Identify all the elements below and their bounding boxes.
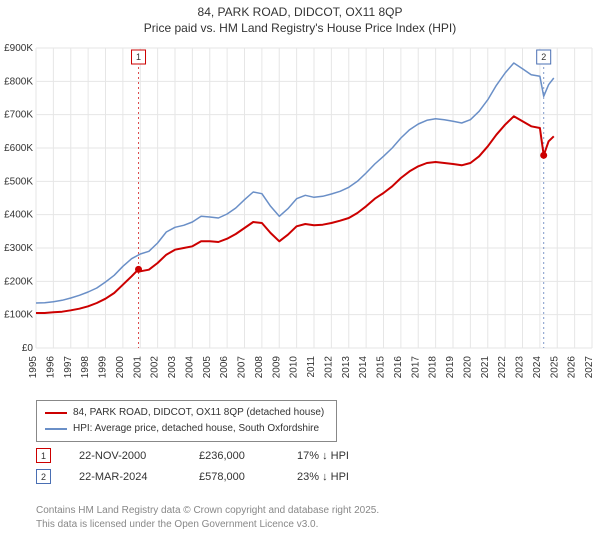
transaction-diff: 17% ↓ HPI [297,450,377,462]
svg-text:2011: 2011 [306,356,317,378]
svg-text:2005: 2005 [202,356,213,379]
svg-text:1995: 1995 [28,356,39,379]
svg-text:2021: 2021 [480,356,491,379]
svg-text:1: 1 [136,52,141,62]
svg-text:2003: 2003 [167,356,178,379]
legend-row: HPI: Average price, detached house, Sout… [45,421,324,437]
title-subtitle: Price paid vs. HM Land Registry's House … [0,20,600,36]
legend-swatch [45,428,67,430]
svg-text:2009: 2009 [271,356,282,379]
svg-text:1998: 1998 [80,356,91,379]
svg-text:2002: 2002 [150,356,161,379]
svg-text:2016: 2016 [393,356,404,379]
svg-text:2019: 2019 [445,356,456,379]
svg-text:2023: 2023 [515,356,526,379]
svg-text:2015: 2015 [376,356,387,379]
svg-text:2: 2 [541,52,546,62]
svg-text:2007: 2007 [237,356,248,379]
legend-box: 84, PARK ROAD, DIDCOT, OX11 8QP (detache… [36,400,337,442]
svg-text:2006: 2006 [219,356,230,379]
svg-text:2020: 2020 [462,356,473,379]
line-chart-svg: £0 £100K £200K £300K £400K £500K £600K £700K £80… [0,40,600,400]
footer-attribution: Contains HM Land Registry data © Crown c… [36,504,379,531]
footer-line: Contains HM Land Registry data © Crown c… [36,504,379,518]
svg-text:£900K: £900K [4,43,33,54]
transaction-marker-num: 1 [41,451,46,461]
svg-text:£200K: £200K [4,277,33,288]
title-block: 84, PARK ROAD, DIDCOT, OX11 8QP Price pa… [0,0,600,36]
transactions-block: 1 22-NOV-2000 £236,000 17% ↓ HPI 2 22-MA… [36,448,377,490]
chart-area: £0 £100K £200K £300K £400K £500K £600K £700K £80… [0,40,600,403]
svg-text:2008: 2008 [254,356,265,379]
svg-text:£600K: £600K [4,143,33,154]
title-address: 84, PARK ROAD, DIDCOT, OX11 8QP [0,4,600,20]
transaction-date: 22-NOV-2000 [79,450,171,462]
transaction-row: 2 22-MAR-2024 £578,000 23% ↓ HPI [36,469,377,484]
svg-text:2004: 2004 [184,356,195,379]
svg-text:£800K: £800K [4,77,33,88]
svg-text:1996: 1996 [45,356,56,379]
legend-label: 84, PARK ROAD, DIDCOT, OX11 8QP (detache… [73,405,324,421]
svg-text:2022: 2022 [497,356,508,379]
legend-row: 84, PARK ROAD, DIDCOT, OX11 8QP (detache… [45,405,324,421]
svg-text:2014: 2014 [358,356,369,379]
transaction-price: £236,000 [199,450,269,462]
transaction-row: 1 22-NOV-2000 £236,000 17% ↓ HPI [36,448,377,463]
svg-text:£100K: £100K [4,310,33,321]
svg-text:2001: 2001 [132,356,143,379]
legend-label: HPI: Average price, detached house, Sout… [73,421,319,437]
svg-text:2025: 2025 [549,356,560,379]
footer-line: This data is licensed under the Open Gov… [36,518,379,532]
svg-text:£300K: £300K [4,243,33,254]
svg-text:£400K: £400K [4,210,33,221]
svg-text:2018: 2018 [428,356,439,379]
svg-text:2024: 2024 [532,356,543,379]
svg-text:2000: 2000 [115,356,126,379]
svg-text:2013: 2013 [341,356,352,379]
transaction-diff: 23% ↓ HPI [297,471,377,483]
svg-text:1997: 1997 [63,356,74,379]
svg-text:2026: 2026 [567,356,578,379]
svg-text:£700K: £700K [4,110,33,121]
transaction-date: 22-MAR-2024 [79,471,171,483]
svg-text:1999: 1999 [98,356,109,379]
svg-text:£0: £0 [22,343,34,354]
transaction-price: £578,000 [199,471,269,483]
svg-text:2017: 2017 [410,356,421,379]
transaction-marker-num: 2 [41,472,46,482]
page-root: 84, PARK ROAD, DIDCOT, OX11 8QP Price pa… [0,0,600,560]
transaction-marker-icon: 1 [36,448,51,463]
legend-swatch [45,412,67,414]
svg-text:£500K: £500K [4,177,33,188]
svg-text:2012: 2012 [323,356,334,379]
svg-text:2010: 2010 [289,356,300,379]
transaction-marker-icon: 2 [36,469,51,484]
svg-text:2027: 2027 [584,356,595,379]
